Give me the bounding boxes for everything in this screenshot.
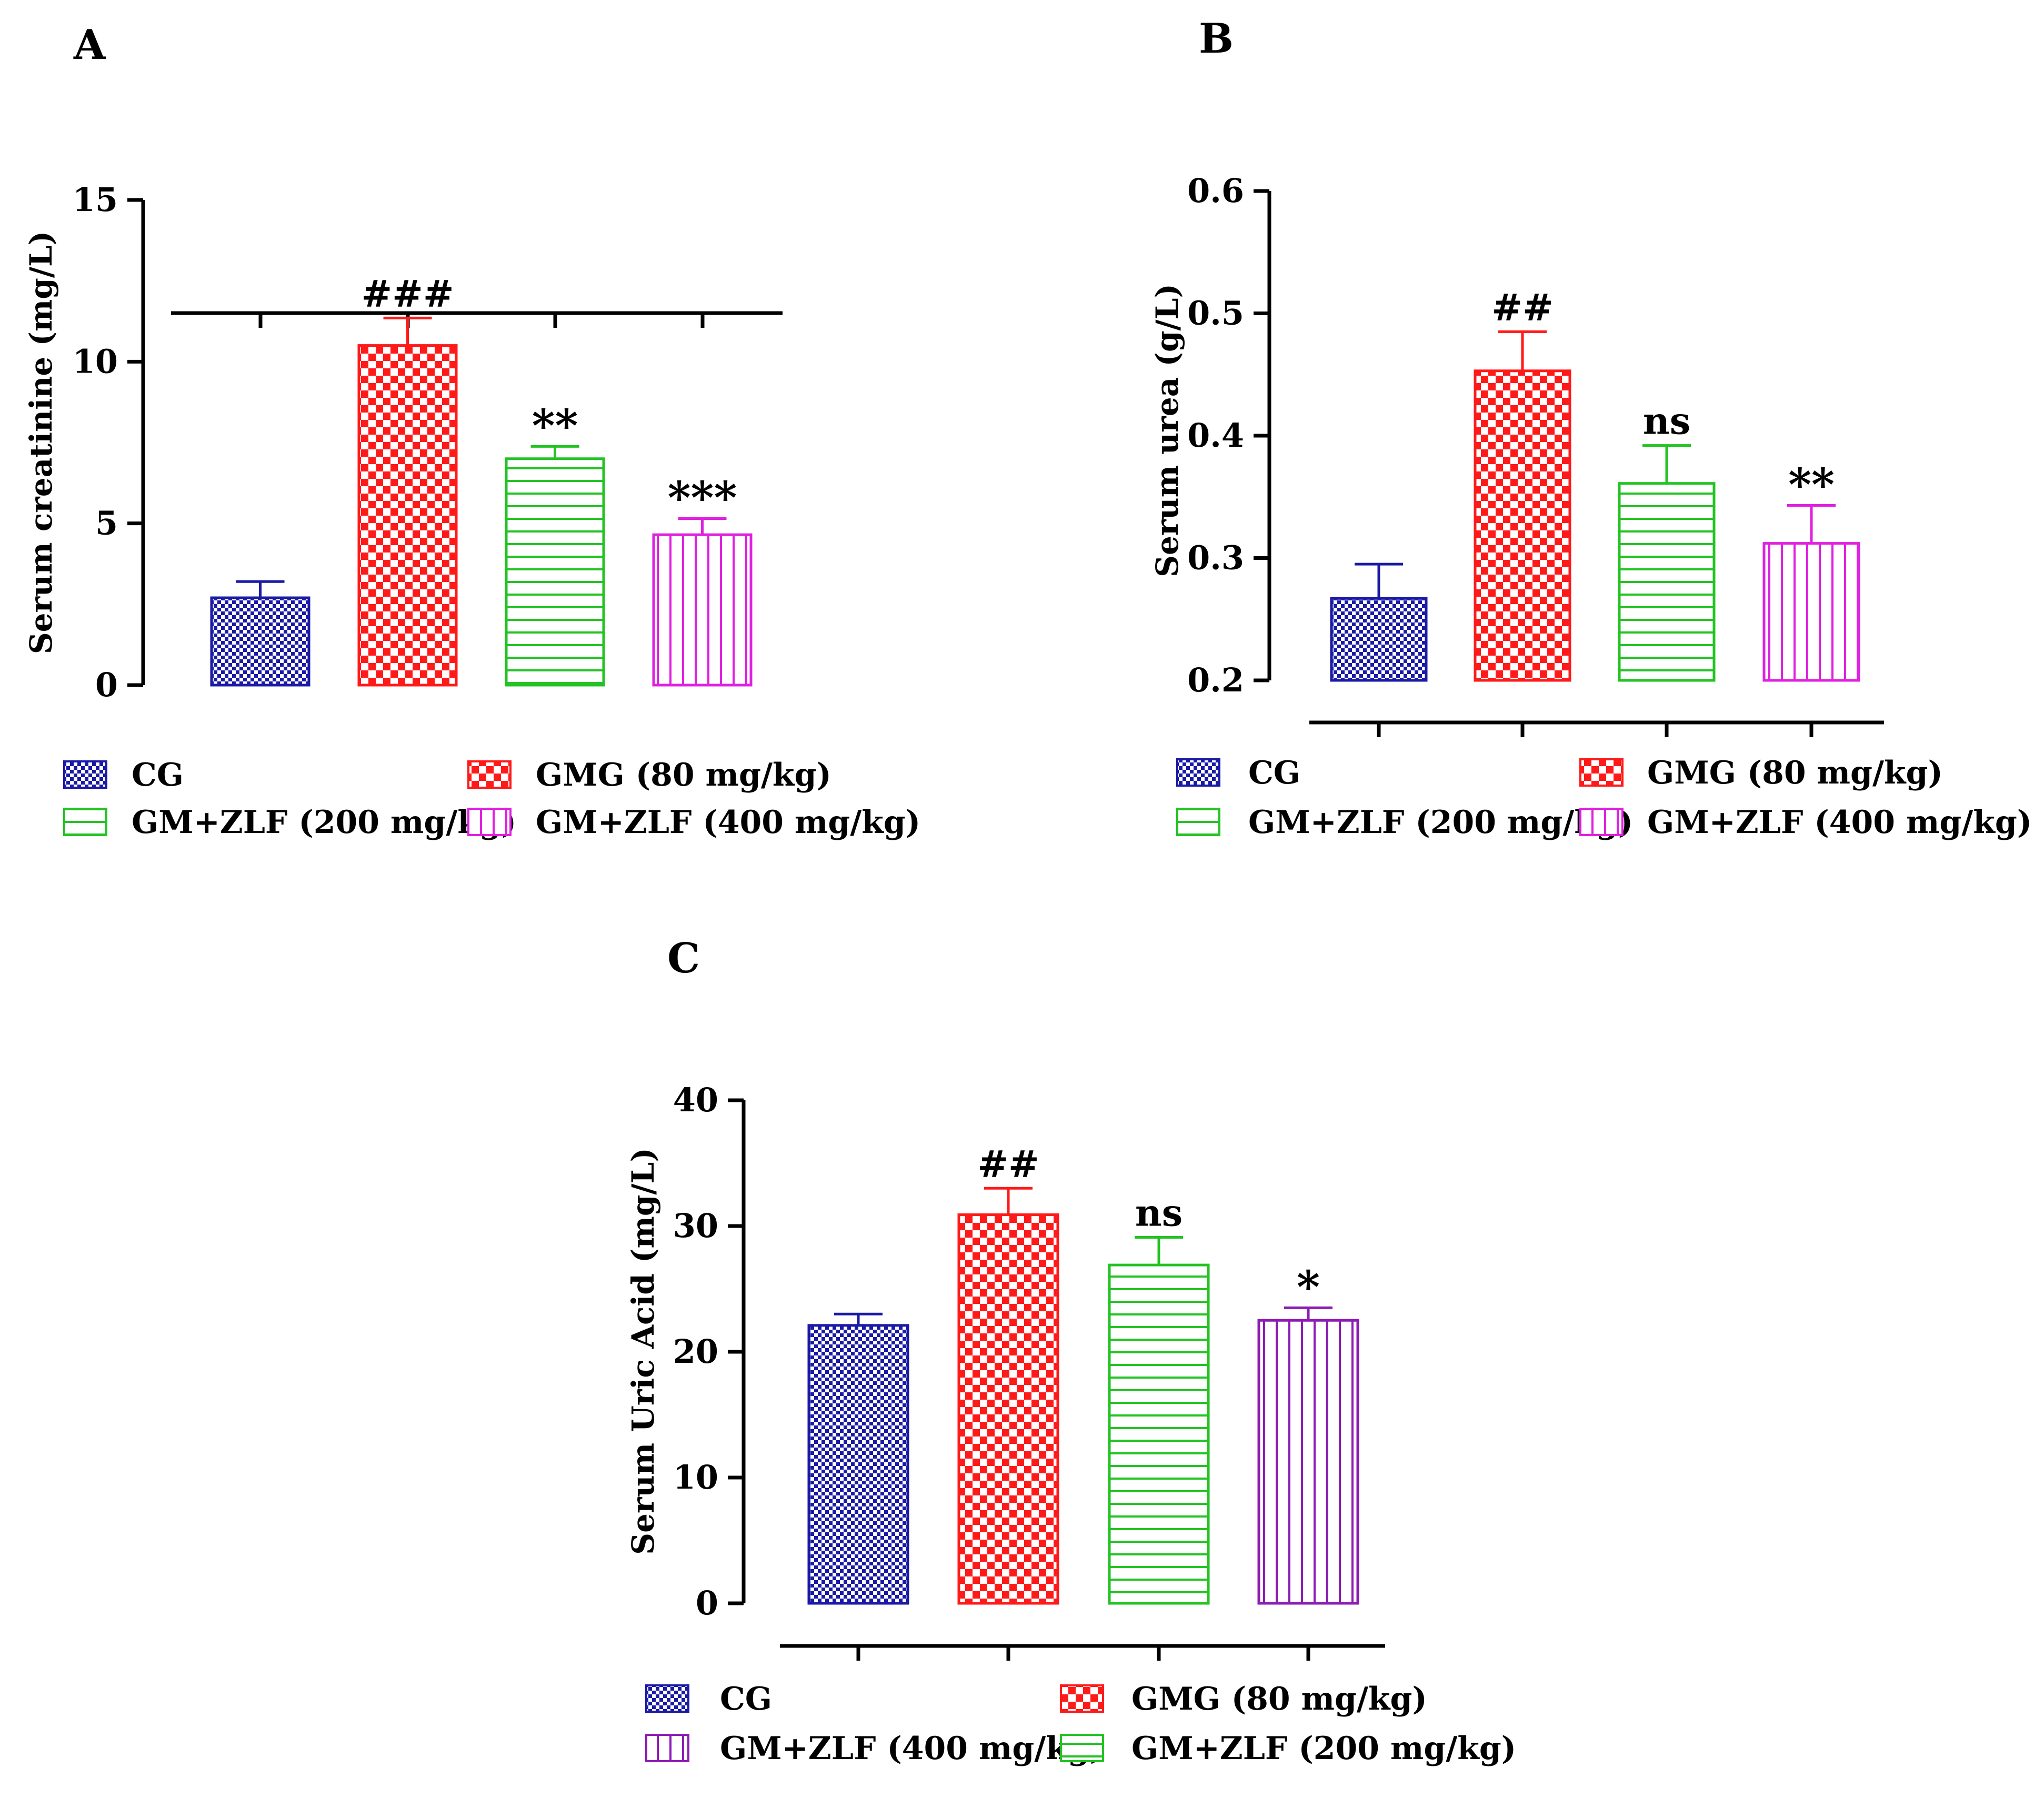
legend-swatch bbox=[63, 808, 107, 836]
y-tick-label: 30 bbox=[673, 1207, 718, 1245]
y-axis-label: Serum creatinine (mg/L) bbox=[23, 231, 59, 655]
bar bbox=[652, 533, 753, 687]
bar bbox=[505, 457, 605, 687]
significance-label: ns bbox=[1135, 1191, 1183, 1235]
legend-label: GM+ZLF (200 mg/kg) bbox=[1248, 804, 1633, 841]
legend-swatch bbox=[1060, 1684, 1104, 1713]
significance-label: ## bbox=[1491, 285, 1553, 329]
y-axis-label: Serum urea (g/L) bbox=[1149, 284, 1185, 577]
bar bbox=[1474, 369, 1571, 682]
legend-label: GMG (80 mg/kg) bbox=[1131, 1681, 1427, 1717]
legend-label: GM+ZLF (400 mg/kg) bbox=[536, 804, 920, 841]
bar bbox=[357, 344, 458, 687]
legend-swatch bbox=[63, 760, 107, 789]
y-tick-label: 0 bbox=[696, 1584, 718, 1622]
y-tick-label: 10 bbox=[73, 342, 118, 380]
significance-label: ## bbox=[977, 1142, 1039, 1186]
y-tick-label: 0.4 bbox=[1187, 416, 1244, 455]
legend-label: GMG (80 mg/kg) bbox=[536, 757, 831, 793]
legend-label: GM+ZLF (200 mg/kg) bbox=[1131, 1730, 1516, 1767]
legend-swatch bbox=[1176, 758, 1220, 787]
bar bbox=[1257, 1319, 1359, 1605]
significance-label: ns bbox=[1643, 399, 1690, 443]
bar bbox=[1330, 597, 1428, 682]
chart-panel-c: 0 10 20 30 40 Serum Uric Acid (mg/L) ## ns * CG GM… bbox=[625, 1081, 1516, 1767]
legend-swatch bbox=[645, 1734, 689, 1762]
y-tick-label: 0.2 bbox=[1187, 661, 1244, 699]
legend-swatch bbox=[1176, 808, 1220, 836]
y-tick-label: 0.3 bbox=[1187, 539, 1244, 577]
significance-label: *** bbox=[668, 471, 737, 524]
y-tick-label: 20 bbox=[673, 1332, 718, 1371]
legend-swatch bbox=[467, 760, 512, 789]
significance-label: ** bbox=[532, 399, 578, 451]
bar bbox=[807, 1324, 909, 1605]
significance-label: ** bbox=[1788, 459, 1835, 511]
panel-label-c: C bbox=[667, 935, 700, 982]
panel-label-a: A bbox=[73, 21, 106, 69]
significance-label: * bbox=[1297, 1261, 1320, 1313]
legend-label: GM+ZLF (400 mg/kg) bbox=[720, 1730, 1105, 1767]
legend-swatch bbox=[1579, 758, 1624, 787]
legend-label: GMG (80 mg/kg) bbox=[1647, 755, 1943, 791]
bar bbox=[1762, 542, 1860, 682]
bar bbox=[1108, 1263, 1210, 1605]
y-tick-label: 0 bbox=[95, 666, 118, 704]
legend-swatch bbox=[1060, 1734, 1104, 1762]
legend-label: CG bbox=[132, 757, 184, 793]
y-tick-label: 0.6 bbox=[1187, 172, 1244, 210]
legend-label: GM+ZLF (200 mg/kg) bbox=[132, 804, 516, 841]
legend-swatch bbox=[467, 808, 512, 836]
legend-swatch bbox=[1579, 808, 1624, 836]
y-tick-label: 15 bbox=[73, 180, 118, 219]
y-tick-label: 10 bbox=[673, 1458, 718, 1496]
legend-label: GM+ZLF (400 mg/kg) bbox=[1647, 804, 2032, 841]
chart-panel-b: 0.2 0.3 0.4 0.5 0.6 Serum urea (g/L) ## ns ** CG G… bbox=[1149, 172, 2032, 841]
panel-label-b: B bbox=[1199, 15, 1234, 63]
significance-label: ### bbox=[362, 272, 454, 315]
y-tick-label: 5 bbox=[95, 504, 118, 543]
legend-swatch bbox=[645, 1684, 689, 1713]
y-tick-label: 40 bbox=[673, 1081, 718, 1119]
legend-label: CG bbox=[720, 1681, 772, 1717]
bar bbox=[1618, 482, 1716, 682]
y-tick-label: 0.5 bbox=[1187, 294, 1244, 333]
y-axis-label: Serum Uric Acid (mg/L) bbox=[625, 1148, 661, 1555]
bar bbox=[210, 596, 310, 687]
bar bbox=[957, 1213, 1059, 1605]
legend-label: CG bbox=[1248, 755, 1300, 791]
